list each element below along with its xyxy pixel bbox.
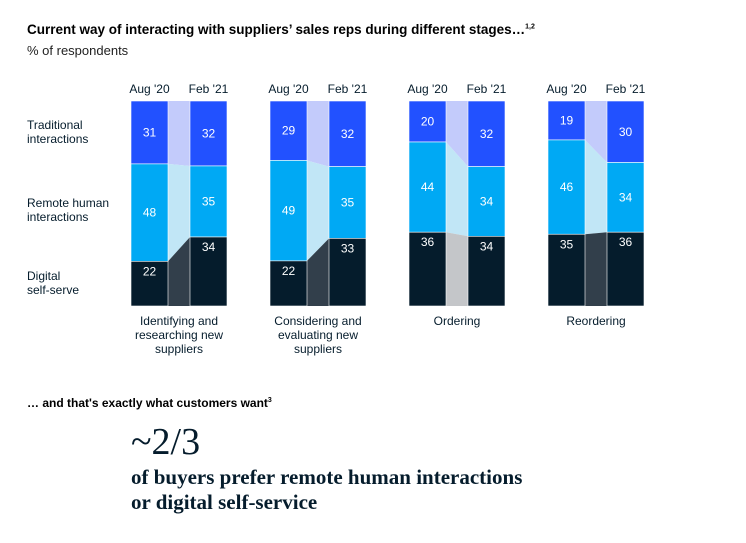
bar-traditional-group-2-feb21 bbox=[328, 100, 367, 167]
connector-remote-group-2 bbox=[307, 160, 329, 261]
value-label-remote-group-4-aug20: 46 bbox=[560, 180, 574, 194]
value-label-traditional-group-2-feb21: 32 bbox=[341, 127, 355, 141]
value-label-digital-group-3-feb21: 34 bbox=[480, 239, 494, 253]
value-label-remote-group-4-feb21: 34 bbox=[619, 190, 633, 204]
group-label-1-line-1: Identifying and bbox=[140, 314, 218, 328]
big-stat-line-2: or digital self-service bbox=[131, 490, 318, 514]
bar-traditional-group-4-feb21 bbox=[606, 100, 645, 163]
bar-digital-group-2-feb21 bbox=[328, 238, 367, 307]
value-label-traditional-group-2-aug20: 29 bbox=[282, 124, 296, 138]
connector-traditional-group-3 bbox=[446, 101, 468, 167]
value-label-digital-group-2-aug20: 22 bbox=[282, 264, 296, 278]
group-label-4-line-1: Reordering bbox=[566, 314, 625, 328]
connector-digital-group-1 bbox=[168, 236, 190, 306]
period-header-group-2-feb21: Feb '21 bbox=[328, 82, 368, 96]
row-label-traditional-line-1: Traditional bbox=[27, 118, 83, 132]
row-label-remote-line-2: interactions bbox=[27, 210, 88, 224]
connector-traditional-group-2 bbox=[307, 101, 329, 167]
chart-subtitle: % of respondents bbox=[27, 43, 129, 58]
row-label-traditional-line-2: interactions bbox=[27, 132, 88, 146]
group-label-2-line-3: suppliers bbox=[294, 342, 342, 356]
connector-digital-group-4 bbox=[585, 232, 607, 306]
connector-remote-group-1 bbox=[168, 163, 190, 262]
bar-remote-group-3-aug20 bbox=[408, 141, 447, 233]
bar-remote-group-1-feb21 bbox=[189, 165, 228, 238]
period-header-group-1-feb21: Feb '21 bbox=[189, 82, 229, 96]
bar-digital-group-3-feb21 bbox=[467, 236, 506, 307]
group-label-2-line-1: Considering and bbox=[274, 314, 361, 328]
value-label-traditional-group-3-feb21: 32 bbox=[480, 127, 494, 141]
bar-digital-group-1-aug20 bbox=[130, 261, 169, 307]
bar-digital-group-1-feb21 bbox=[189, 236, 228, 307]
connector-digital-group-2 bbox=[307, 238, 329, 306]
bar-digital-group-4-aug20 bbox=[547, 233, 586, 307]
bar-traditional-group-2-aug20 bbox=[269, 100, 308, 161]
value-label-remote-group-2-feb21: 35 bbox=[341, 195, 355, 209]
connector-remote-group-3 bbox=[446, 142, 468, 237]
bar-digital-group-2-aug20 bbox=[269, 260, 308, 307]
group-label-3-line-1: Ordering bbox=[434, 314, 481, 328]
group-label-2-line-2: evaluating new bbox=[278, 328, 358, 342]
row-label-digital-line-2: self-serve bbox=[27, 283, 79, 297]
customers-want-text: … and that's exactly what customers want bbox=[27, 396, 268, 410]
bar-remote-group-2-feb21 bbox=[328, 166, 367, 239]
bar-remote-group-4-aug20 bbox=[547, 139, 586, 235]
value-label-remote-group-1-aug20: 48 bbox=[143, 206, 157, 220]
value-label-digital-group-3-aug20: 36 bbox=[421, 235, 435, 249]
bar-remote-group-3-feb21 bbox=[467, 166, 506, 237]
bar-traditional-group-3-feb21 bbox=[467, 100, 506, 167]
value-label-remote-group-3-feb21: 34 bbox=[480, 194, 494, 208]
bar-remote-group-2-aug20 bbox=[269, 160, 308, 262]
period-header-group-1-aug20: Aug '20 bbox=[129, 82, 170, 96]
value-label-traditional-group-1-feb21: 32 bbox=[202, 126, 216, 140]
value-label-digital-group-1-feb21: 34 bbox=[202, 240, 216, 254]
group-label-1-line-2: researching new bbox=[135, 328, 223, 342]
title-footnote: 1,2 bbox=[525, 23, 535, 31]
bar-remote-group-4-feb21 bbox=[606, 162, 645, 233]
bar-digital-group-3-aug20 bbox=[408, 231, 447, 307]
connector-traditional-group-4 bbox=[585, 101, 607, 163]
period-header-group-4-aug20: Aug '20 bbox=[546, 82, 587, 96]
row-label-remote-line-1: Remote human bbox=[27, 196, 109, 210]
period-header-group-3-feb21: Feb '21 bbox=[467, 82, 507, 96]
value-label-digital-group-2-feb21: 33 bbox=[341, 241, 355, 255]
bar-traditional-group-1-feb21 bbox=[189, 100, 228, 167]
chart-title-text: Current way of interacting with supplier… bbox=[27, 22, 526, 37]
chart-title: Current way of interacting with supplier… bbox=[27, 22, 535, 37]
bar-traditional-group-4-aug20 bbox=[547, 100, 586, 141]
value-label-digital-group-4-feb21: 36 bbox=[619, 235, 633, 249]
big-stat-line-1: of buyers prefer remote human interactio… bbox=[131, 465, 523, 489]
connector-remote-group-4 bbox=[585, 139, 607, 235]
value-label-digital-group-4-aug20: 35 bbox=[560, 237, 574, 251]
group-label-1-line-3: suppliers bbox=[155, 342, 203, 356]
connector-digital-group-3 bbox=[446, 232, 468, 306]
bar-remote-group-1-aug20 bbox=[130, 163, 169, 262]
value-label-remote-group-3-aug20: 44 bbox=[421, 180, 435, 194]
period-header-group-2-aug20: Aug '20 bbox=[268, 82, 309, 96]
value-label-remote-group-2-aug20: 49 bbox=[282, 204, 296, 218]
value-label-traditional-group-1-aug20: 31 bbox=[143, 125, 157, 139]
bar-traditional-group-1-aug20 bbox=[130, 100, 169, 165]
period-header-group-4-feb21: Feb '21 bbox=[606, 82, 646, 96]
connector-traditional-group-1 bbox=[168, 101, 190, 166]
value-label-traditional-group-3-aug20: 20 bbox=[421, 115, 435, 129]
value-label-digital-group-1-aug20: 22 bbox=[143, 264, 157, 278]
bar-digital-group-4-feb21 bbox=[606, 231, 645, 307]
value-label-remote-group-1-feb21: 35 bbox=[202, 194, 216, 208]
value-label-traditional-group-4-feb21: 30 bbox=[619, 125, 633, 139]
bar-traditional-group-3-aug20 bbox=[408, 100, 447, 143]
big-stat-number: ~2/3 bbox=[131, 421, 201, 463]
value-label-traditional-group-4-aug20: 19 bbox=[560, 113, 574, 127]
row-label-digital-line-1: Digital bbox=[27, 269, 60, 283]
big-stat-text: of buyers prefer remote human interactio… bbox=[131, 465, 651, 515]
period-header-group-3-aug20: Aug '20 bbox=[407, 82, 448, 96]
customers-want-heading: … and that's exactly what customers want… bbox=[27, 396, 272, 410]
customers-want-footnote: 3 bbox=[267, 397, 272, 404]
